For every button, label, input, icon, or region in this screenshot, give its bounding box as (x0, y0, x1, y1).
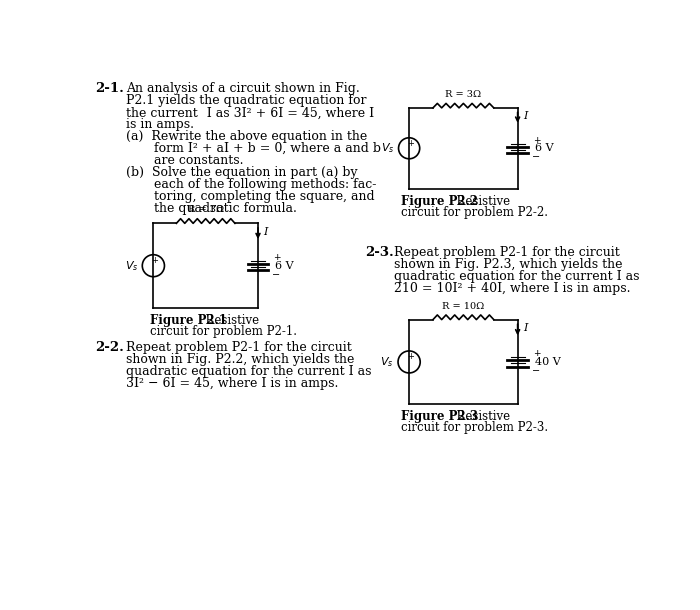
Text: +: + (152, 256, 158, 265)
Text: +: + (533, 349, 540, 358)
Text: $V_s$: $V_s$ (380, 355, 393, 369)
Text: quadratic equation for the current I as: quadratic equation for the current I as (394, 270, 640, 283)
Text: 2-3.: 2-3. (365, 246, 393, 259)
Text: +: + (533, 135, 540, 145)
Text: is in amps.: is in amps. (126, 118, 195, 131)
Text: −: − (532, 366, 540, 376)
Text: I: I (523, 111, 527, 121)
Text: $V_s$: $V_s$ (125, 259, 138, 273)
Text: Repeat problem P2-1 for the circuit: Repeat problem P2-1 for the circuit (394, 246, 620, 259)
Text: 2-1.: 2-1. (95, 82, 124, 95)
Text: R = 3Ω: R = 3Ω (445, 90, 482, 99)
Text: 6 V: 6 V (274, 260, 293, 271)
Text: −: − (272, 270, 280, 280)
Text: quadratic equation for the current I as: quadratic equation for the current I as (126, 365, 372, 378)
Text: −: − (532, 152, 540, 162)
Text: 40 V: 40 V (535, 357, 561, 367)
Text: I: I (523, 323, 527, 333)
Text: Repeat problem P2-1 for the circuit: Repeat problem P2-1 for the circuit (126, 341, 352, 354)
Text: An analysis of a circuit shown in Fig.: An analysis of a circuit shown in Fig. (126, 82, 360, 95)
Text: +: + (407, 353, 414, 362)
Text: $V_s$: $V_s$ (381, 142, 394, 155)
Text: circuit for problem P2-3.: circuit for problem P2-3. (401, 422, 549, 434)
Text: (a)  Rewrite the above equation in the: (a) Rewrite the above equation in the (126, 130, 368, 143)
Text: toring, completing the square, and: toring, completing the square, and (126, 190, 375, 203)
Text: (b)  Solve the equation in part (a) by: (b) Solve the equation in part (a) by (126, 166, 358, 179)
Text: 6 V: 6 V (535, 143, 554, 153)
Text: R = 3Ω: R = 3Ω (188, 206, 224, 215)
Text: P2.1 yields the quadratic equation for: P2.1 yields the quadratic equation for (126, 95, 367, 107)
Text: form I² + aI + b = 0, where a and b: form I² + aI + b = 0, where a and b (126, 142, 382, 155)
Text: shown in Fig. P2.2, which yields the: shown in Fig. P2.2, which yields the (126, 353, 355, 366)
Text: shown in Fig. P2.3, which yields the: shown in Fig. P2.3, which yields the (394, 259, 623, 271)
Text: Resistive: Resistive (449, 195, 510, 208)
Text: +: + (272, 253, 280, 262)
Text: Resistive: Resistive (449, 411, 510, 423)
Text: 3I² − 6I = 45, where I is in amps.: 3I² − 6I = 45, where I is in amps. (126, 377, 339, 390)
Text: I: I (263, 227, 267, 237)
Text: circuit for problem P2-2.: circuit for problem P2-2. (401, 206, 548, 218)
Text: the quadratic formula.: the quadratic formula. (126, 202, 297, 215)
Text: circuit for problem P2-1.: circuit for problem P2-1. (150, 325, 297, 338)
Text: 2-2.: 2-2. (95, 341, 124, 354)
Text: are constants.: are constants. (126, 154, 244, 167)
Text: Figure P2.1: Figure P2.1 (150, 314, 226, 327)
Text: the current   I as 3I² + 6I = 45, where I: the current I as 3I² + 6I = 45, where I (126, 106, 374, 120)
Text: Figure P2.2: Figure P2.2 (401, 195, 478, 208)
Text: 210 = 10I² + 40I, where I is in amps.: 210 = 10I² + 40I, where I is in amps. (394, 282, 631, 295)
Text: R = 10Ω: R = 10Ω (442, 302, 484, 310)
Text: each of the following methods: fac-: each of the following methods: fac- (126, 178, 377, 191)
Text: Figure P2.3: Figure P2.3 (401, 411, 478, 423)
Text: +: + (407, 139, 414, 148)
Text: Resistive: Resistive (197, 314, 259, 327)
